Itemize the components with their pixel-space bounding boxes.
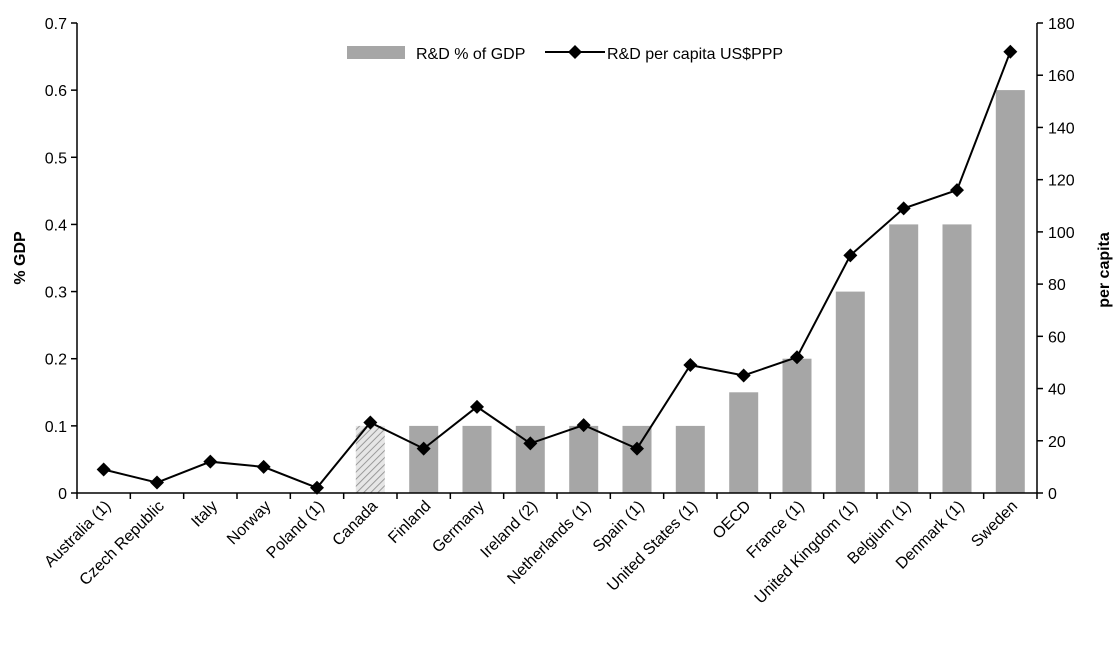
y-tick-label-right: 80 [1048, 277, 1066, 294]
y-tick-label-left: 0 [58, 486, 67, 503]
y-tick-label-right: 40 [1048, 382, 1066, 399]
line-point [1003, 44, 1018, 59]
axes: 0 0.1 0.2 0.3 0.4 0.5 0.6 0.7 0 20 40 60 80 100 120 140… [45, 16, 1075, 503]
y-tick-label-right: 120 [1048, 173, 1075, 190]
bar [889, 224, 919, 493]
bar [835, 291, 865, 493]
y-tick-label-right: 140 [1048, 120, 1075, 137]
bar [729, 392, 759, 493]
y-tick-label-right: 100 [1048, 225, 1075, 242]
line-point [470, 399, 484, 414]
line-point [203, 454, 218, 469]
y-tick-label-right: 160 [1048, 68, 1075, 85]
line-point [790, 350, 804, 365]
bar [409, 425, 439, 493]
y-tick-label-left: 0.5 [45, 150, 67, 167]
line-series [96, 44, 1018, 495]
y-axis-title-right: per capita [1096, 232, 1113, 308]
series-line [103, 51, 1012, 489]
line-point [310, 480, 324, 495]
x-tick-label: Canada [330, 498, 382, 550]
x-tick-label: Poland (1) [264, 498, 328, 562]
x-tick-label: OECD [710, 498, 755, 543]
y-tick-label-left: 0.6 [45, 83, 67, 100]
bar [995, 90, 1025, 493]
legend-bar-swatch [347, 46, 405, 59]
x-tick-label: United Kingdom (1) [752, 498, 861, 607]
bar [782, 358, 812, 493]
y-tick-label-left: 0.3 [45, 285, 67, 302]
line-point [256, 459, 271, 474]
y-tick-label-right: 20 [1048, 434, 1066, 451]
y-tick-label-right: 180 [1048, 16, 1075, 33]
category-labels: Australia (1)Czech Republic Italy NorwayPo… [41, 498, 1021, 608]
legend-bar-label: R&D % of GDP [416, 46, 525, 63]
line-point [96, 462, 111, 477]
line-point [736, 368, 751, 383]
y-axis-title-left: % GDP [12, 231, 29, 285]
line-point [363, 415, 378, 430]
bar [462, 425, 492, 493]
x-tick-label: Norway [224, 498, 274, 548]
y-tick-label-left: 0.1 [45, 419, 67, 436]
line-point [630, 441, 644, 456]
legend: R&D % of GDP R&D per capita US$PPP [347, 45, 783, 63]
line-point [843, 248, 858, 263]
y-tick-label-right: 60 [1048, 329, 1066, 346]
legend-line-marker [568, 45, 582, 59]
line-point [950, 183, 964, 198]
y-tick-label-left: 0.7 [45, 16, 67, 33]
line-point [576, 418, 591, 433]
bar [675, 425, 705, 493]
y-tick-label-left: 0.4 [45, 217, 67, 234]
bar [355, 425, 385, 493]
bar [569, 425, 599, 493]
x-tick-label: Italy [188, 498, 221, 531]
y-tick-label-left: 0.2 [45, 352, 67, 369]
x-tick-label: Finland [385, 498, 434, 547]
bar [942, 224, 972, 493]
line-point [896, 201, 911, 216]
bar [622, 425, 652, 493]
bar-series [355, 90, 1025, 493]
line-point [416, 441, 431, 456]
line-point [683, 358, 698, 373]
legend-line-label: R&D per capita US$PPP [607, 46, 783, 63]
line-point [150, 475, 164, 490]
line-point [523, 436, 538, 451]
x-tick-label: United States (1) [604, 498, 701, 595]
x-tick-label: Sweden [968, 498, 1021, 551]
y-tick-label-right: 0 [1048, 486, 1057, 503]
